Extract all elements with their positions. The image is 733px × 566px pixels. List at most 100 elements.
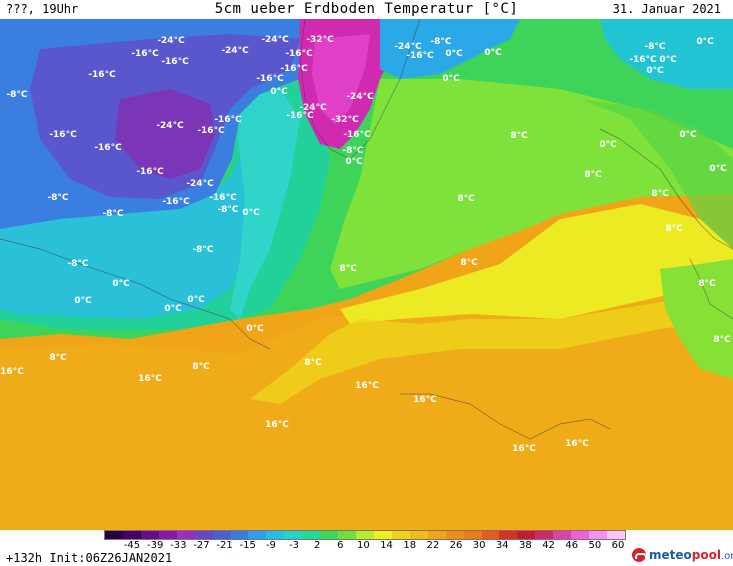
temperature-label: 16°C [413, 395, 437, 405]
scale-tick-label: 50 [588, 540, 602, 551]
scale-tick-label: 34 [495, 540, 509, 551]
temperature-label: 8°C [339, 264, 357, 274]
temperature-label: -16°C [161, 57, 189, 67]
temperature-label: -24°C [157, 36, 185, 46]
coastlines [0, 19, 733, 440]
temperature-label: -16°C [286, 111, 314, 121]
field-yellow-south [250, 289, 733, 404]
valid-date: 31. Januar 2021 [612, 2, 721, 16]
temperature-label: -24°C [261, 35, 289, 45]
scale-tick-label: 10 [357, 540, 370, 551]
field-magenta-core [312, 34, 370, 124]
scale-tick-label: 42 [542, 540, 555, 551]
temperature-label: 0°C [112, 279, 130, 289]
temperature-label: -8°C [430, 37, 451, 47]
scale-tick-label: 6 [337, 540, 344, 551]
temperature-label: -16°C [88, 70, 116, 80]
color-scale-swatch [176, 531, 196, 539]
temperature-label: -32°C [331, 115, 359, 125]
temperature-label: 8°C [510, 131, 528, 141]
color-scale-bar [104, 530, 626, 540]
field-cyan [0, 139, 260, 319]
temperature-label: 0°C [270, 87, 288, 97]
color-scale-swatch [445, 531, 465, 539]
temperature-label: 16°C [512, 444, 536, 454]
temperature-label: -16°C [131, 49, 159, 59]
meteopool-logo-icon [632, 548, 647, 562]
scale-tick-label: -9 [265, 540, 276, 551]
color-scale-swatch [499, 531, 518, 539]
scale-tick-label: 26 [449, 540, 463, 551]
temperature-label: -16°C [49, 130, 77, 140]
temperature-label: 8°C [457, 194, 475, 204]
temperature-label: -8°C [67, 259, 88, 269]
temperature-label: 8°C [584, 170, 602, 180]
temperature-label: -16°C [629, 55, 657, 65]
forecast-init-label: +132h Init:06Z26JAN2021 [6, 551, 173, 565]
scale-tick-label: -3 [289, 540, 299, 551]
temperature-label: -16°C [256, 74, 284, 84]
scale-tick-label: 38 [519, 540, 532, 551]
temperature-label: -8°C [342, 146, 363, 156]
temperature-label: -16°C [162, 197, 190, 207]
temperature-label: 0°C [599, 140, 617, 150]
meteopool-logo: meteopool.org [632, 545, 733, 565]
temperature-label: 0°C [484, 48, 502, 58]
temperature-label: 16°C [565, 439, 589, 449]
temperature-label: -24°C [186, 179, 214, 189]
temperature-label: -24°C [156, 121, 184, 131]
temperature-label: -24°C [299, 103, 327, 113]
temperature-label: 0°C [164, 304, 182, 314]
temperature-label: -24°C [346, 92, 374, 102]
map-title: 5cm ueber Erdboden Temperatur [°C] [214, 1, 519, 17]
color-scale-swatch [391, 531, 411, 539]
scale-tick-label: 18 [403, 540, 417, 551]
color-scale-swatch [517, 531, 536, 539]
color-scale-swatch [248, 531, 267, 539]
color-scale-swatch [158, 531, 178, 539]
temperature-label: 0°C [659, 55, 677, 65]
temperature-label: -8°C [102, 209, 123, 219]
color-scale-swatch [463, 531, 483, 539]
color-scale-swatch [553, 531, 572, 539]
color-scale-swatch [589, 531, 608, 539]
temperature-label: 0°C [646, 66, 664, 76]
field-purple [115, 89, 215, 179]
color-scale-swatch [481, 531, 500, 539]
color-scale-swatch [284, 531, 303, 539]
temperature-label: -16°C [343, 130, 371, 140]
scale-tick-label: -39 [146, 540, 164, 551]
field-cyan-light [230, 89, 300, 319]
color-scale-swatch [266, 531, 285, 539]
temperature-label: 16°C [138, 374, 162, 384]
scale-tick-label: -33 [170, 540, 187, 551]
temperature-label: -16°C [214, 115, 242, 125]
scale-tick-label: 14 [380, 540, 393, 551]
temperature-label: 8°C [651, 189, 669, 199]
temperature-label: 0°C [445, 49, 463, 59]
temperature-label: 8°C [49, 353, 67, 363]
temperature-label: -16°C [197, 126, 225, 136]
field-scandinavia [580, 99, 733, 249]
field-europe [660, 259, 733, 379]
temperature-label: -16°C [94, 143, 122, 153]
color-scale-swatch [409, 531, 429, 539]
temperature-label: 0°C [74, 296, 92, 306]
color-scale-swatch [194, 531, 214, 539]
color-scale-swatch [122, 531, 142, 539]
temperature-label: 8°C [698, 279, 716, 289]
field-ne-teal [600, 19, 733, 89]
temperature-label: -16°C [209, 193, 237, 203]
temperature-label: 8°C [665, 224, 683, 234]
color-scale-swatch [535, 531, 554, 539]
field-light-green [330, 79, 733, 289]
temperature-label: 0°C [679, 130, 697, 140]
temperature-label: 0°C [442, 74, 460, 84]
temperature-label: 0°C [242, 208, 260, 218]
temperature-label: -16°C [285, 49, 313, 59]
temperature-label: -32°C [306, 35, 334, 45]
temperature-label: 0°C [187, 295, 205, 305]
scale-tick-label: -45 [123, 540, 141, 551]
temperature-label: 0°C [709, 164, 727, 174]
temperature-label: -24°C [221, 46, 249, 56]
